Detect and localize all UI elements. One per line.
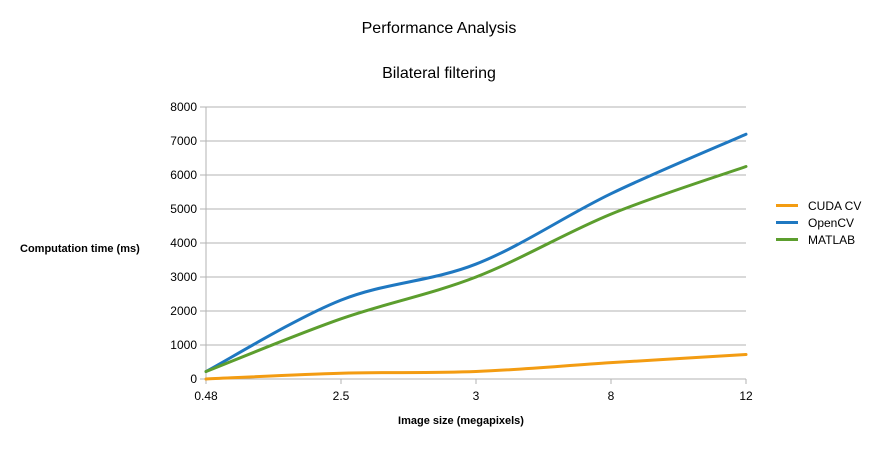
y-tick-label: 7000 bbox=[170, 134, 197, 148]
y-tick-label: 4000 bbox=[170, 236, 197, 250]
legend-item-cuda-cv: CUDA CV bbox=[776, 197, 861, 214]
legend-label: CUDA CV bbox=[808, 198, 862, 213]
x-axis-label: Image size (megapixels) bbox=[398, 415, 524, 427]
legend-swatch bbox=[776, 238, 798, 241]
chart-title: Performance Analysis bbox=[361, 20, 517, 37]
legend-label: OpenCV bbox=[808, 215, 855, 230]
legend-item-matlab: MATLAB bbox=[776, 231, 861, 248]
y-tick-label: 6000 bbox=[170, 168, 197, 182]
y-tick-label: 5000 bbox=[170, 202, 197, 216]
legend-item-opencv: OpenCV bbox=[776, 214, 861, 231]
legend-swatch bbox=[776, 221, 798, 224]
x-tick-label: 12 bbox=[739, 389, 753, 403]
chart-subtitle: Bilateral filtering bbox=[382, 65, 496, 82]
series-line-opencv bbox=[204, 132, 748, 374]
y-axis-label: Computation time (ms) bbox=[20, 243, 140, 255]
x-tick-label: 2.5 bbox=[333, 389, 350, 403]
series-line-cuda-cv bbox=[204, 353, 748, 381]
legend-swatch bbox=[776, 204, 798, 207]
y-tick-label: 2000 bbox=[170, 304, 197, 318]
x-tick-label: 8 bbox=[608, 389, 615, 403]
y-tick-label: 3000 bbox=[170, 270, 197, 284]
x-tick-label: 0.48 bbox=[194, 389, 218, 403]
x-tick-label: 3 bbox=[473, 389, 480, 403]
legend: CUDA CV OpenCV MATLAB bbox=[776, 197, 861, 248]
y-tick-label: 1000 bbox=[170, 338, 197, 352]
legend-label: MATLAB bbox=[808, 232, 856, 247]
y-tick-label: 0 bbox=[190, 372, 197, 386]
y-tick-label: 8000 bbox=[170, 100, 197, 114]
series-line-matlab bbox=[204, 165, 748, 374]
